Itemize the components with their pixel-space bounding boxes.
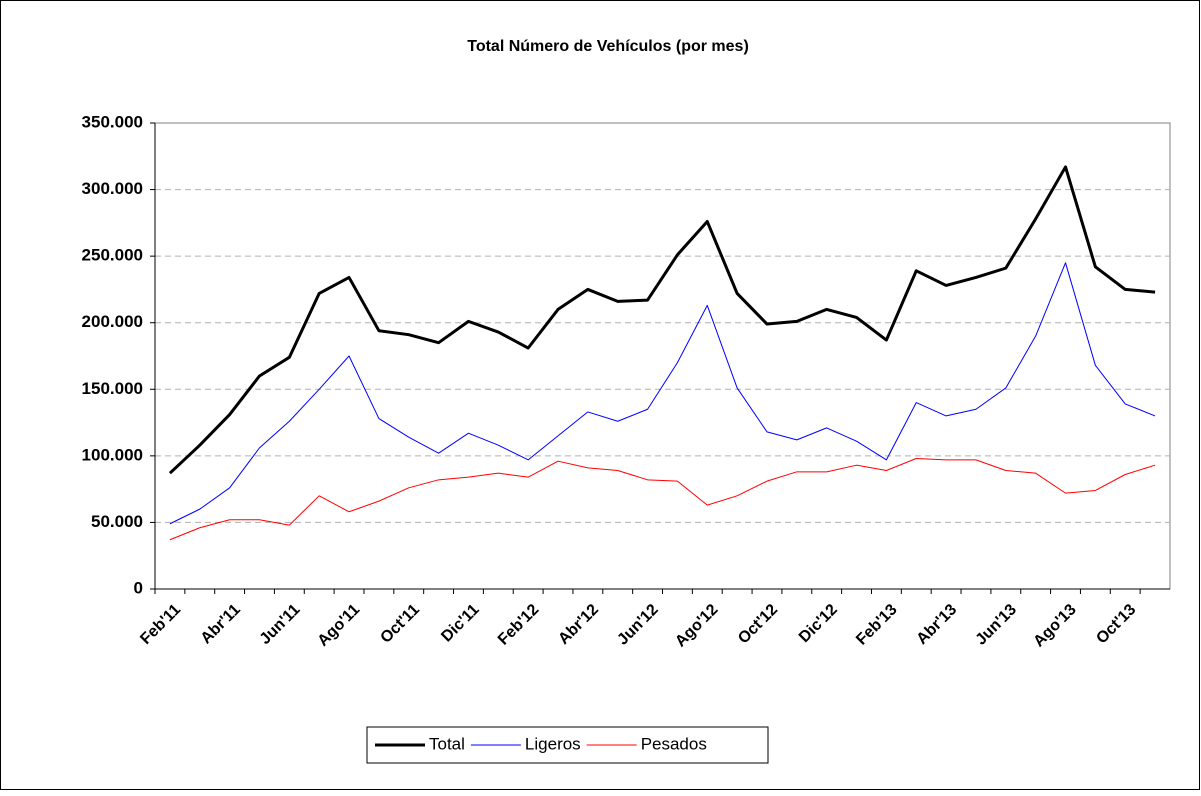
chart-title: Total Número de Vehículos (por mes) — [467, 38, 749, 55]
y-tick-label: 300.000 — [82, 179, 143, 198]
y-tick-label: 200.000 — [82, 312, 143, 331]
series-line — [168, 165, 1156, 475]
y-tick-label: 150.000 — [82, 379, 143, 398]
y-tick-label: 50.000 — [91, 512, 143, 531]
y-tick-label: 350.000 — [82, 112, 143, 131]
legend-box — [366, 726, 769, 764]
series-line — [169, 262, 1156, 525]
series-line — [169, 458, 1156, 541]
plot-area — [154, 122, 1171, 590]
legend-label: Total — [429, 734, 465, 753]
y-tick-label: 100.000 — [82, 445, 143, 464]
y-tick-label: 0 — [134, 578, 143, 597]
legend-label: Ligeros — [525, 734, 581, 753]
y-tick-label: 250.000 — [82, 246, 143, 265]
legend-label: Pesados — [641, 734, 707, 753]
